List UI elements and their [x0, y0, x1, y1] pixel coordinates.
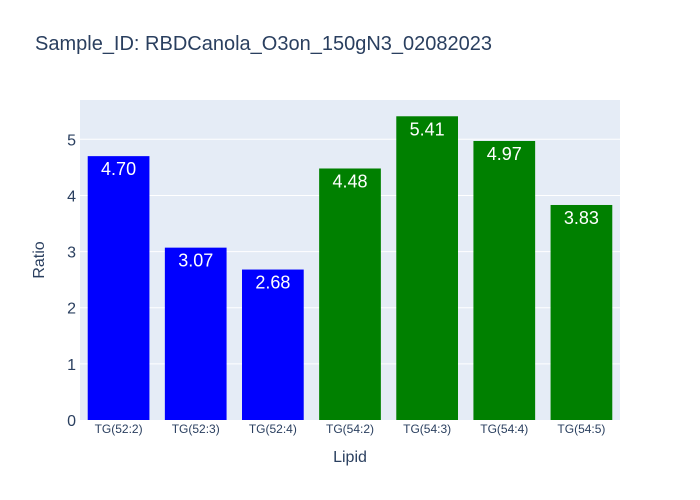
bar — [242, 269, 304, 420]
x-tick-label: TG(52:3) — [172, 422, 220, 436]
y-axis-ticks: 0 1 2 3 4 5 — [67, 132, 76, 430]
x-tick-label: TG(54:5) — [557, 422, 605, 436]
bar — [319, 168, 381, 420]
bar — [87, 156, 150, 420]
y-tick-label: 2 — [67, 301, 76, 318]
x-tick-label: TG(54:2) — [326, 422, 374, 436]
data-labels: 4.70 3.07 2.68 4.48 5.41 4.97 3.83 — [101, 119, 599, 292]
chart-title: Sample_ID: RBDCanola_O3on_150gN3_0208202… — [35, 33, 492, 55]
bar-value-label: 3.07 — [178, 251, 213, 271]
bar-value-label: 4.70 — [101, 159, 136, 179]
bar-value-label: 2.68 — [255, 273, 290, 293]
x-axis-title: Lipid — [333, 449, 367, 466]
y-tick-label: 0 — [67, 413, 76, 430]
x-tick-label: TG(52:4) — [249, 422, 297, 436]
bar-value-label: 4.48 — [332, 171, 367, 191]
y-tick-label: 4 — [67, 188, 76, 205]
bars — [87, 116, 613, 420]
y-tick-label: 5 — [67, 132, 76, 149]
y-axis-title: Ratio — [31, 241, 48, 278]
y-tick-label: 1 — [67, 357, 76, 374]
bar — [396, 116, 458, 420]
bar-value-label: 5.41 — [410, 119, 445, 139]
bar-value-label: 4.97 — [487, 144, 522, 164]
x-tick-label: TG(52:2) — [95, 422, 143, 436]
y-tick-label: 3 — [67, 245, 76, 262]
bar-value-label: 3.83 — [564, 208, 599, 228]
bar — [164, 247, 227, 420]
x-tick-label: TG(54:4) — [480, 422, 528, 436]
bar — [550, 204, 613, 420]
bar — [473, 140, 536, 420]
x-axis-ticks: TG(52:2) TG(52:3) TG(52:4) TG(54:2) TG(54:3)… — [95, 422, 606, 436]
x-tick-label: TG(54:3) — [403, 422, 451, 436]
